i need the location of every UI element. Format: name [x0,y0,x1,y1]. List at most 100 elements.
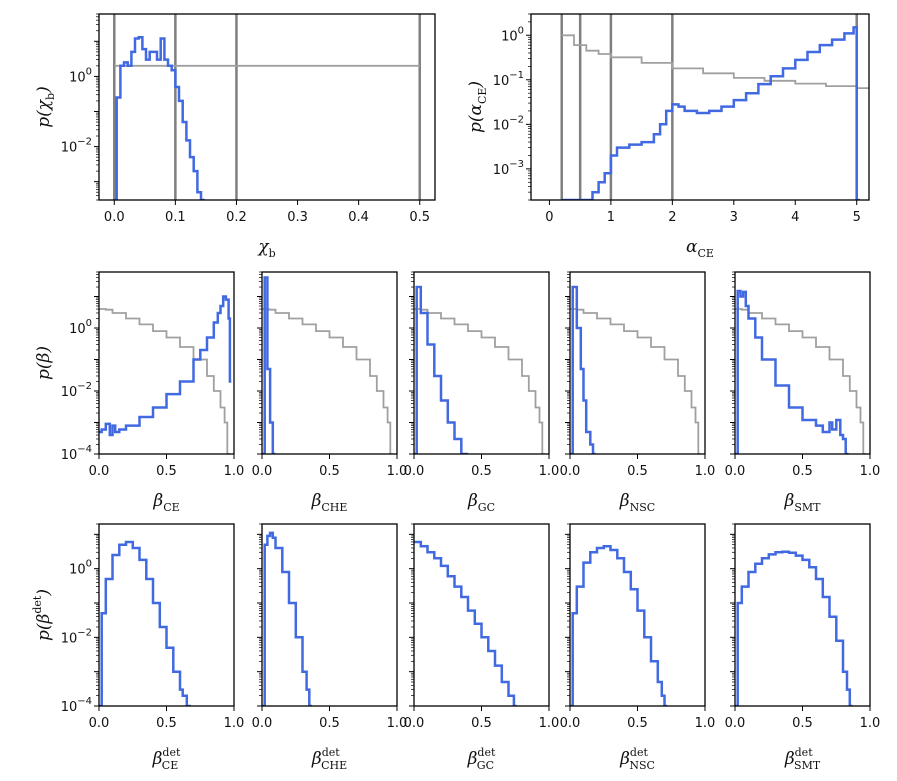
beta-det-nsc-xlabel-sup: det [630,746,649,759]
beta-che-xlabel-sub: CHE [321,501,347,514]
beta-det-ce-ytick-label-0-base: 10 [69,563,86,578]
beta-nsc-prior-line [570,308,701,454]
beta-det-che-xlabel: βdet CHE [311,746,347,772]
beta-det-ce-xlabel: βdet CE [152,746,181,772]
chi-b-ylabel: p(χb) [34,86,57,128]
beta-det-ce-xtick-label-1: 0.5 [156,716,177,731]
beta-smt-xlabel: βSMT [784,491,822,514]
beta-smt-xlabel-sym: β [784,491,795,511]
beta-ce-ytick-label-1-base: 10 [61,385,78,400]
beta-smt-xtick-label-2: 1.0 [860,464,881,479]
beta-det-che-xlabel-sup: det [322,746,341,759]
beta-det-gc-xlabel-sub: GC [477,759,494,772]
beta-det-ce-ylabel-sup: det [31,595,44,614]
alpha-ce-xtick-label-2: 2 [668,210,676,225]
beta-ce-posterior-line [99,295,232,437]
alpha-ce-ylabel-sym: α [466,104,486,116]
alpha-ce-xlabel: αCE [686,237,714,260]
beta-nsc-xtick-label-2: 1.0 [695,464,716,479]
beta-det-che-xlabel-sub: CHE [321,759,347,772]
alpha-ce-ytick-label-1: 10−1 [493,70,524,89]
beta-det-smt-frame [734,523,871,707]
chi-b-xtick-label-1: 0.1 [165,210,186,225]
beta-ce-prior-line [99,308,230,454]
beta-det-nsc-xlabel-sym: β [619,749,630,769]
chi-b-xtick-label-0: 0.0 [104,210,125,225]
beta-det-smt-xlabel-sym: β [784,749,795,769]
beta-ce-ytick-label-0-exp: 0 [86,318,92,329]
chi-b-ytick-label-0: 100 [69,66,92,85]
chi-b-frame [98,13,436,201]
beta-ce-xlabel-sym: β [152,491,163,511]
beta-det-gc-xtick-label-2: 1.0 [539,716,560,731]
beta-nsc-xlabel-sub: NSC [630,501,656,514]
alpha-ce-xtick-label-5: 5 [853,210,861,225]
chi-b-xtick-label-3: 0.3 [287,210,308,225]
alpha-ce-xtick-label-0: 0 [545,210,553,225]
chi-b-ylabel-post: ) [34,86,54,94]
chi-b-xtick-label-2: 0.2 [226,210,247,225]
beta-smt-xtick-label-0: 0.0 [725,464,746,479]
chi-b-posterior-line [113,36,205,200]
beta-ce-ylabel-pre: p( [34,362,54,380]
panel-beta-det-smt: 0.0 0.5 1.0 βdet SMT [725,523,880,772]
beta-ce-ytick-label-2: 10−4 [61,444,92,463]
beta-det-smt-xtick-label-1: 0.5 [792,716,813,731]
beta-det-ce-ylabel-post: ) [34,589,54,597]
beta-det-nsc-xtick-label-2: 1.0 [695,716,716,731]
alpha-ce-ylabel-post: ) [466,81,486,89]
beta-smt-prior-line [735,308,866,454]
alpha-ce-xlabel-sym: α [686,237,698,257]
chi-b-ytick-label-1: 10−2 [61,137,92,156]
beta-ce-ytick-label-1: 10−2 [61,381,92,400]
beta-det-ce-ytick-label-1-base: 10 [61,631,78,646]
alpha-ce-ytick-label-2-exp: −2 [509,114,524,125]
alpha-ce-ytick-label-0: 100 [501,25,524,44]
beta-smt-posterior-line [735,289,849,454]
alpha-ce-ytick-label-2: 10−2 [493,114,524,133]
beta-det-nsc-xlabel: βdet NSC [619,746,655,772]
alpha-ce-ytick-label-2-base: 10 [493,118,510,133]
beta-det-ce-ytick-label-2: 10−4 [61,696,92,715]
alpha-ce-ytick-label-3-base: 10 [493,163,510,178]
beta-det-ce-xtick-label-2: 1.0 [224,716,245,731]
panel-beta-det-che: 0.0 0.5 1.0 βdet CHE [252,523,408,772]
beta-gc-xlabel-sub: GC [478,501,495,514]
beta-det-smt-posterior-line [735,550,853,706]
beta-det-nsc-xlabel-sub: NSC [629,759,655,772]
beta-det-ce-xlabel-sup: det [162,746,181,759]
panel-beta-nsc: 0.0 0.5 1.0 βNSC [560,271,716,514]
chi-b-ylabel-sub: b [44,93,57,100]
beta-nsc-xlabel-sym: β [619,491,630,511]
beta-det-che-posterior-line [262,531,312,706]
alpha-ce-frame [530,13,870,201]
beta-ce-ytick-label-1-exp: −2 [77,381,92,392]
chi-b-ytick-label-1-exp: −2 [77,137,92,148]
beta-det-gc-xlabel-sup: det [477,746,496,759]
beta-nsc-frame [569,271,706,455]
beta-ce-ylabel: p(β) [34,346,54,380]
panel-beta-che: 0.0 0.5 1.0 βCHE [252,271,407,514]
beta-det-nsc-posterior-line [570,544,668,706]
beta-det-ce-ytick-label-1: 10−2 [61,627,92,646]
beta-det-ce-ylabel-pre: p( [34,623,54,641]
beta-gc-xtick-label-1: 0.5 [471,464,492,479]
panel-beta-smt: 0.0 0.5 1.0 βSMT [725,271,881,514]
beta-che-frame [261,271,398,455]
alpha-ce-ylabel: p(αCE) [466,81,489,133]
panel-beta-det-nsc: 0.0 0.5 1.0 βdet NSC [560,523,716,772]
beta-che-posterior-line [262,276,276,454]
beta-det-che-xtick-label-1: 0.5 [319,716,340,731]
beta-det-ce-ylabel-sym: β [34,613,54,624]
beta-det-ce-ytick-label-2-exp: −4 [77,696,92,707]
alpha-ce-ytick-label-1-exp: −1 [509,70,524,81]
beta-det-gc-xlabel-sym: β [467,749,478,769]
chi-b-xtick-label-5: 0.5 [409,210,430,225]
beta-gc-xtick-label-0: 0.0 [404,464,425,479]
beta-det-ce-xlabel-sub: CE [162,759,178,772]
beta-det-che-xtick-label-2: 1.0 [387,716,408,731]
beta-det-gc-xtick-label-0: 0.0 [404,716,425,731]
beta-ce-xlabel: βCE [152,491,179,514]
beta-det-smt-xtick-label-0: 0.0 [725,716,746,731]
